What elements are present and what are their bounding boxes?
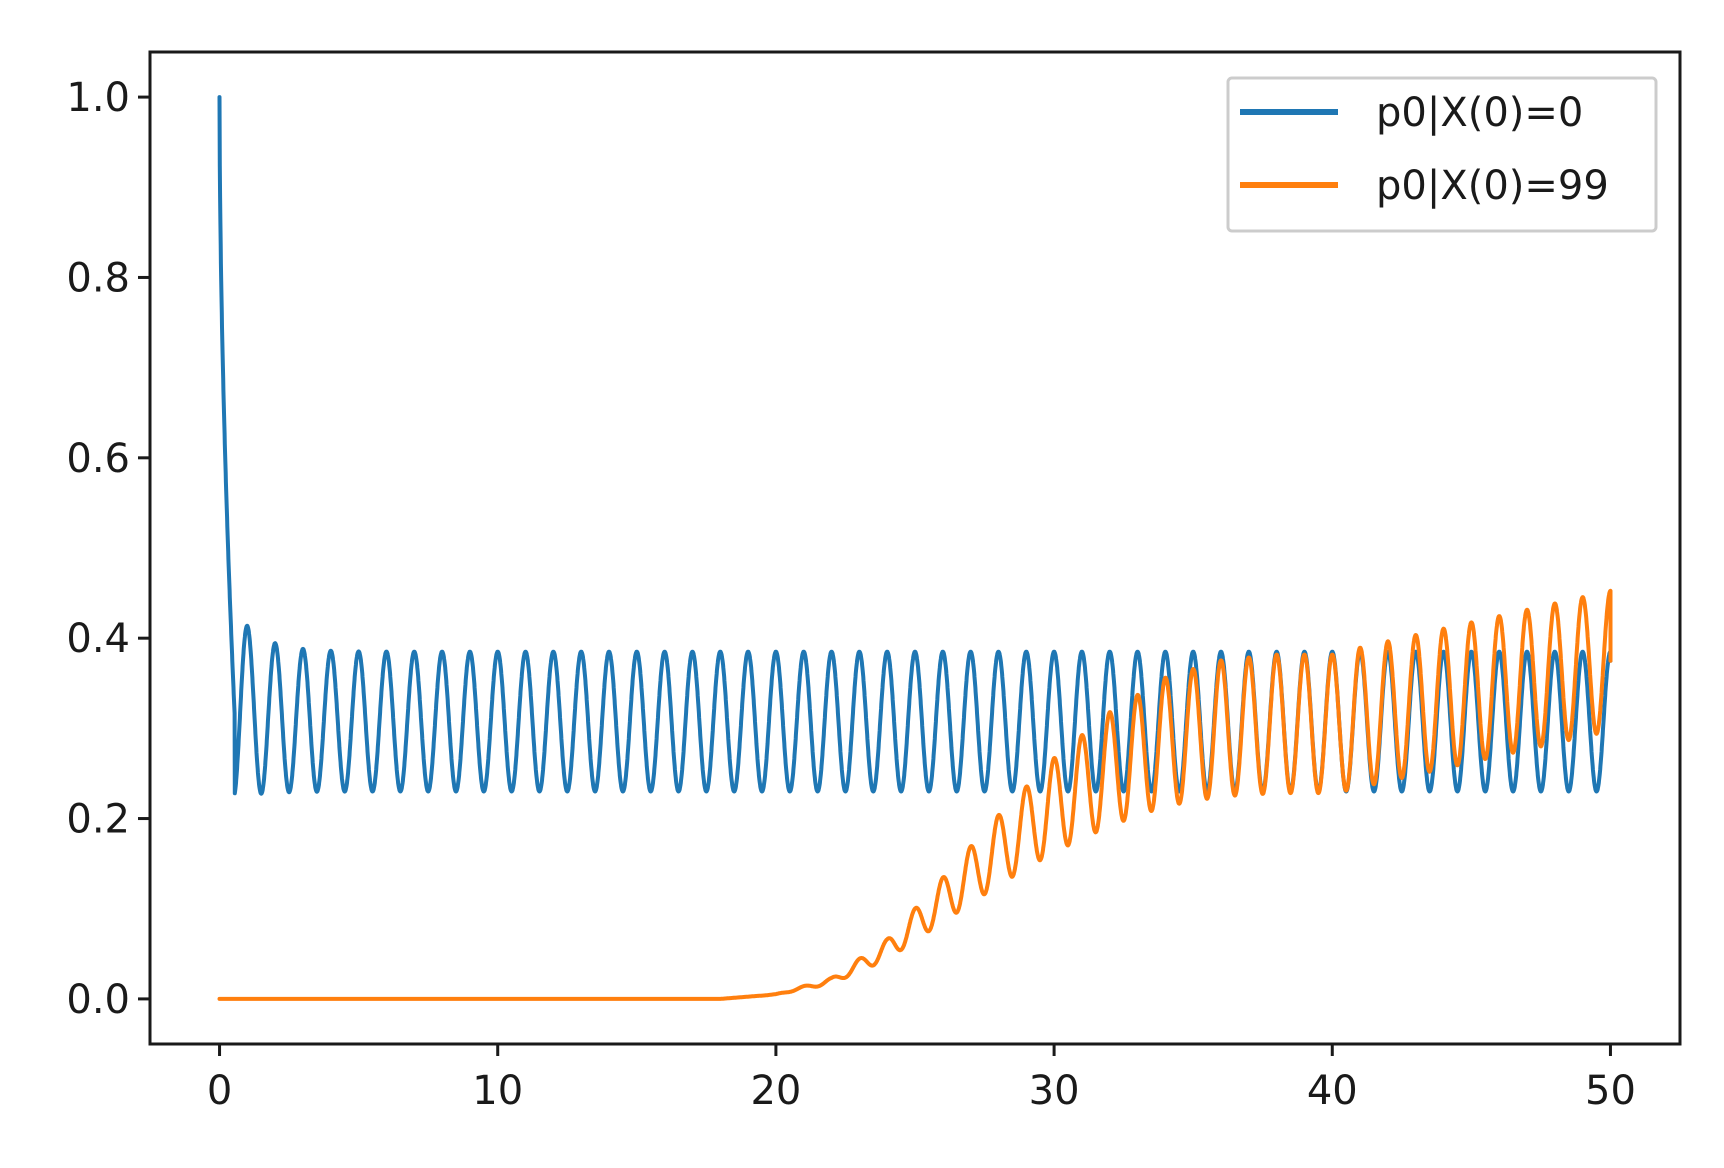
series-line-1 bbox=[217, 588, 1613, 1001]
series-layer bbox=[217, 95, 1613, 1001]
x-tick-label: 0 bbox=[207, 1068, 232, 1114]
legend-label-series-1: p0|X(0)=99 bbox=[1376, 163, 1609, 209]
x-tick-label: 50 bbox=[1585, 1068, 1636, 1114]
y-tick-label: 0.2 bbox=[66, 797, 130, 843]
x-tick-label: 10 bbox=[472, 1068, 523, 1114]
x-tick-label: 30 bbox=[1029, 1068, 1080, 1114]
plot-frame bbox=[148, 50, 1682, 1046]
y-tick-label: 0.0 bbox=[66, 977, 130, 1023]
y-tick-label: 0.4 bbox=[66, 616, 130, 662]
ticks-layer: 0 10 20 30 40 50 0.0 0.2 0.4 0.6 0.8 1.0 bbox=[66, 75, 1636, 1114]
y-tick-label: 0.6 bbox=[66, 436, 130, 482]
legend-label-series-0: p0|X(0)=0 bbox=[1376, 90, 1583, 136]
legend: p0|X(0)=0 p0|X(0)=99 bbox=[1226, 76, 1658, 233]
legend-box bbox=[1226, 76, 1658, 233]
x-tick-label: 20 bbox=[750, 1068, 801, 1114]
y-tick-label: 0.8 bbox=[66, 255, 130, 301]
y-tick-label: 1.0 bbox=[66, 75, 130, 121]
x-tick-label: 40 bbox=[1307, 1068, 1358, 1114]
